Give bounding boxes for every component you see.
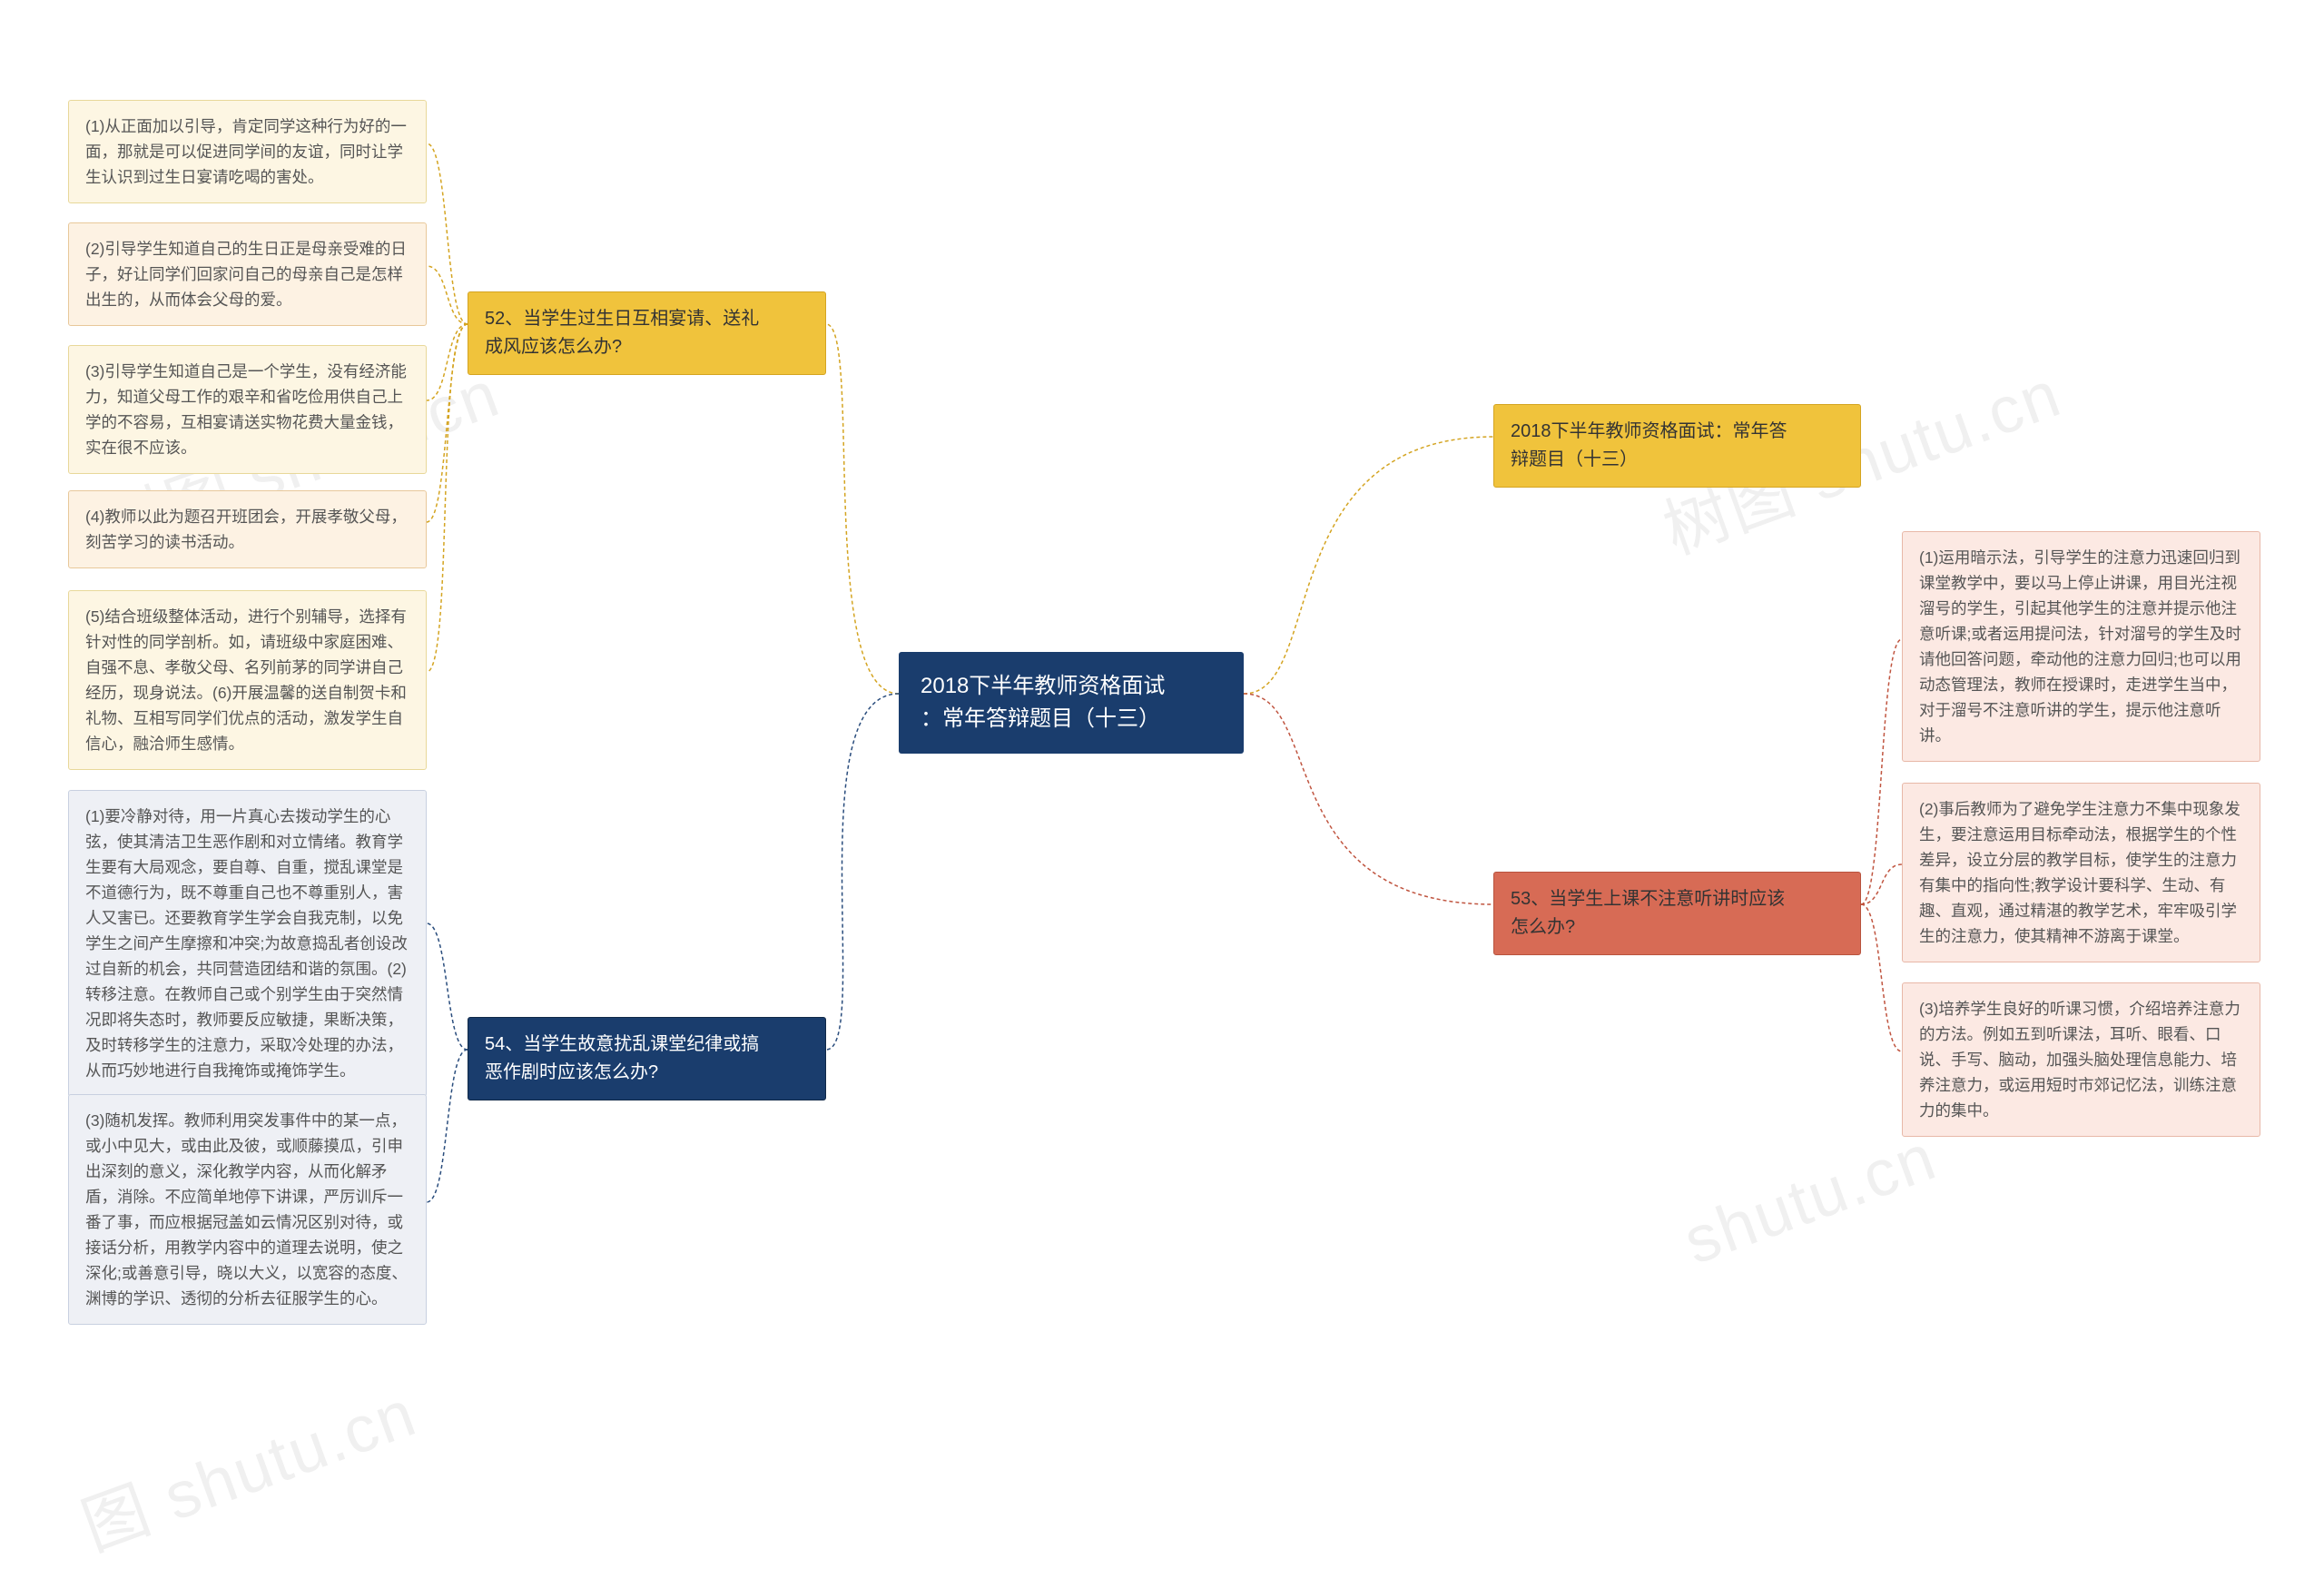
leaf-text: (3)培养学生良好的听课习惯，介绍培养注意力的方法。例如五到听课法，耳听、眼看、… [1919,1000,2240,1120]
leaf-node: (4)教师以此为题召开班团会，开展孝敬父母，刻苦学习的读书活动。 [68,490,427,568]
watermark: 图 shutu.cn [67,1359,428,1568]
leaf-text: (1)从正面加以引导，肯定同学这种行为好的一面，那就是可以促进同学间的友谊，同时… [85,117,407,186]
leaf-node: (3)培养学生良好的听课习惯，介绍培养注意力的方法。例如五到听课法，耳听、眼看、… [1902,982,2260,1137]
branch-label: 52、当学生过生日互相宴请、送礼 成风应该怎么办? [485,309,759,357]
leaf-node: (5)结合班级整体活动，进行个别辅导，选择有针对性的同学剖析。如，请班级中家庭困… [68,590,427,770]
leaf-node: (1)从正面加以引导，肯定同学这种行为好的一面，那就是可以促进同学间的友谊，同时… [68,100,427,203]
mindmap-center-node: 2018下半年教师资格面试 ：常年答辩题目（十三） [899,652,1244,754]
branch-label: 2018下半年教师资格面试：常年答 辩题目（十三） [1511,421,1787,469]
center-title: 2018下半年教师资格面试 ：常年答辩题目（十三） [921,674,1165,731]
branch-label: 54、当学生故意扰乱课堂纪律或搞 恶作剧时应该怎么办? [485,1034,759,1082]
leaf-node: (2)引导学生知道自己的生日正是母亲受难的日子，好让同学们回家问自己的母亲自己是… [68,222,427,326]
watermark: shutu.cn [1675,1120,1946,1279]
branch-label: 53、当学生上课不注意听讲时应该 怎么办? [1511,889,1785,937]
branch-node-q52: 52、当学生过生日互相宴请、送礼 成风应该怎么办? [468,291,826,375]
leaf-text: (1)运用暗示法，引导学生的注意力迅速回归到课堂教学中，要以马上停止讲课，用目光… [1919,548,2241,745]
leaf-text: (1)要冷静对待，用一片真心去拨动学生的心弦，使其清洁卫生恶作剧和对立情绪。教育… [85,807,408,1080]
branch-node-title-right: 2018下半年教师资格面试：常年答 辩题目（十三） [1493,404,1861,488]
leaf-node: (3)引导学生知道自己是一个学生，没有经济能力，知道父母工作的艰辛和省吃俭用供自… [68,345,427,474]
leaf-text: (2)引导学生知道自己的生日正是母亲受难的日子，好让同学们回家问自己的母亲自己是… [85,240,407,309]
leaf-node: (1)运用暗示法，引导学生的注意力迅速回归到课堂教学中，要以马上停止讲课，用目光… [1902,531,2260,762]
leaf-text: (5)结合班级整体活动，进行个别辅导，选择有针对性的同学剖析。如，请班级中家庭困… [85,607,407,753]
leaf-text: (4)教师以此为题召开班团会，开展孝敬父母，刻苦学习的读书活动。 [85,508,407,551]
branch-node-q54: 54、当学生故意扰乱课堂纪律或搞 恶作剧时应该怎么办? [468,1017,826,1100]
branch-node-q53: 53、当学生上课不注意听讲时应该 怎么办? [1493,872,1861,955]
leaf-node: (3)随机发挥。教师利用突发事件中的某一点，或小中见大，或由此及彼，或顺藤摸瓜，… [68,1094,427,1325]
leaf-text: (3)引导学生知道自己是一个学生，没有经济能力，知道父母工作的艰辛和省吃俭用供自… [85,362,407,457]
leaf-node: (1)要冷静对待，用一片真心去拨动学生的心弦，使其清洁卫生恶作剧和对立情绪。教育… [68,790,427,1097]
leaf-node: (2)事后教师为了避免学生注意力不集中现象发生，要注意运用目标牵动法，根据学生的… [1902,783,2260,962]
leaf-text: (3)随机发挥。教师利用突发事件中的某一点，或小中见大，或由此及彼，或顺藤摸瓜，… [85,1111,408,1308]
leaf-text: (2)事后教师为了避免学生注意力不集中现象发生，要注意运用目标牵动法，根据学生的… [1919,800,2240,945]
